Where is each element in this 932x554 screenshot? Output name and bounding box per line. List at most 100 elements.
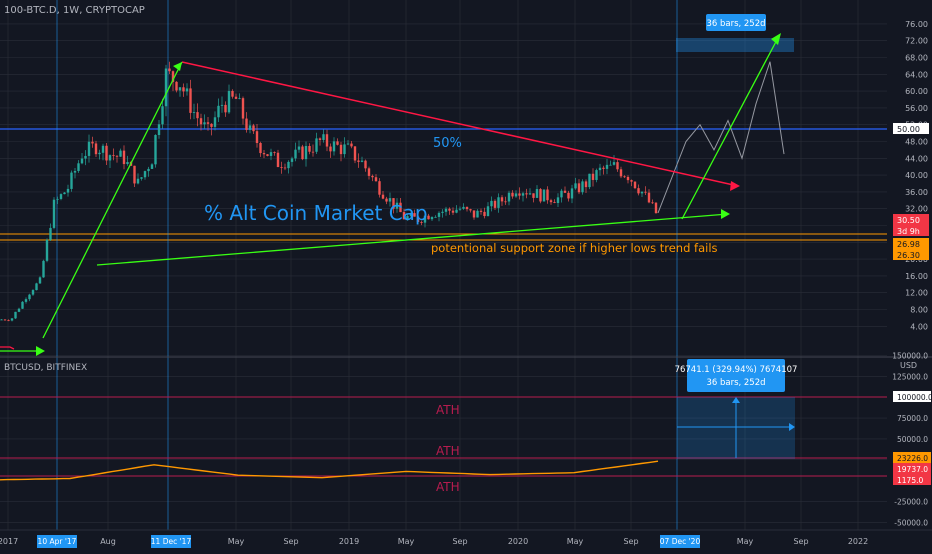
candle-body bbox=[437, 212, 441, 217]
candle-body bbox=[325, 134, 329, 147]
measure-label-bottom-bg[interactable] bbox=[687, 359, 785, 392]
candle-body bbox=[420, 222, 423, 223]
candle-body bbox=[175, 81, 178, 91]
candle-body bbox=[542, 189, 546, 202]
candle-body bbox=[10, 318, 14, 321]
candle-body bbox=[479, 210, 483, 212]
arrowhead-resistance bbox=[730, 181, 740, 191]
candle-body bbox=[203, 122, 206, 125]
price-tick-top: 36.00 bbox=[905, 188, 928, 197]
candle-body bbox=[416, 216, 420, 223]
price-tick-top: 48.00 bbox=[905, 138, 928, 147]
candle-body bbox=[220, 104, 224, 106]
time-highlight-bg bbox=[151, 535, 191, 548]
green-arrow-line-1 bbox=[42, 61, 183, 339]
price-tag-bottom-bg bbox=[893, 452, 931, 463]
candle-body bbox=[581, 181, 584, 193]
candle-body bbox=[49, 227, 52, 240]
candle-body bbox=[511, 192, 514, 197]
candle-body bbox=[588, 173, 591, 188]
candle-body bbox=[84, 155, 87, 159]
candle-body bbox=[633, 181, 637, 189]
price-tag-top-bg bbox=[893, 214, 929, 225]
candle-body bbox=[3, 319, 7, 321]
time-label: Sep bbox=[283, 537, 298, 546]
price-tag-bottom-bg bbox=[893, 463, 931, 474]
candle-body bbox=[357, 160, 360, 162]
candle-body bbox=[101, 145, 105, 153]
candle-body bbox=[647, 192, 651, 203]
candle-body bbox=[280, 166, 283, 168]
candle-body bbox=[409, 213, 413, 217]
candle-body bbox=[465, 206, 469, 210]
candle-body bbox=[80, 158, 84, 164]
candle-body bbox=[126, 162, 129, 165]
price-tag-top: 50.00 bbox=[893, 123, 929, 134]
support-zone-label: potentional support zone if higher lows … bbox=[431, 241, 718, 255]
candle-body bbox=[602, 167, 605, 169]
candle-body bbox=[241, 98, 245, 119]
time-label: May bbox=[567, 537, 584, 546]
time-label: Sep bbox=[623, 537, 638, 546]
candle-body bbox=[654, 202, 658, 214]
candle-body bbox=[161, 106, 164, 125]
candle-body bbox=[392, 198, 395, 209]
price-tick-bottom: 150000.0 bbox=[892, 352, 928, 361]
candle-body bbox=[206, 122, 210, 124]
candle-body bbox=[147, 168, 150, 172]
candle-body bbox=[112, 155, 115, 156]
candle-body bbox=[273, 152, 276, 153]
candle-body bbox=[644, 191, 647, 193]
time-label: 2020 bbox=[508, 537, 528, 546]
candle-body bbox=[154, 135, 157, 165]
candle-body bbox=[252, 125, 255, 132]
candle-body bbox=[45, 239, 49, 261]
candle-body bbox=[353, 146, 357, 161]
candle-body bbox=[213, 117, 217, 127]
candle-body bbox=[616, 162, 619, 170]
price-axis-top[interactable]: 76.0072.0068.0064.0060.0056.0052.0048.00… bbox=[893, 20, 929, 331]
candle-body bbox=[402, 212, 406, 220]
candle-body bbox=[598, 167, 602, 171]
price-tick-bottom: 75000.0 bbox=[897, 414, 928, 423]
candle-body bbox=[637, 188, 640, 194]
candle-body bbox=[136, 178, 140, 184]
candle-body bbox=[630, 180, 633, 182]
candle-body bbox=[427, 215, 430, 220]
measure-label-top-bg[interactable] bbox=[706, 14, 766, 31]
candle-body bbox=[521, 193, 525, 196]
candle-body bbox=[504, 201, 507, 203]
candle-body bbox=[266, 154, 269, 156]
red-resistance-line bbox=[181, 61, 739, 187]
time-highlight-text: 11 Dec '17 bbox=[151, 537, 192, 546]
candle-body bbox=[21, 301, 24, 309]
candle-body bbox=[493, 200, 497, 208]
green-support-line bbox=[96, 213, 729, 266]
time-label: 2022 bbox=[848, 537, 868, 546]
price-tag-top-bg bbox=[893, 123, 929, 134]
candle-body bbox=[448, 208, 451, 211]
price-tag-top-bg bbox=[893, 238, 929, 249]
currency-label: USD bbox=[900, 361, 917, 370]
candle-body bbox=[164, 68, 168, 107]
candle-body bbox=[399, 202, 402, 213]
fifty-percent-label: 50% bbox=[433, 136, 462, 151]
time-label: 2017 bbox=[0, 537, 18, 546]
candle-body bbox=[311, 151, 315, 153]
arrowhead-support bbox=[721, 209, 730, 219]
measure-box-top bbox=[676, 38, 794, 52]
grid-lines bbox=[0, 0, 887, 530]
candle-body bbox=[294, 149, 297, 159]
time-axis[interactable]: 2017 Aug May Sep 2019 May Sep 2020 May Sep May Sep 2… bbox=[0, 535, 868, 548]
price-tick-top: 76.00 bbox=[905, 20, 928, 29]
candlestick-series bbox=[0, 61, 658, 322]
price-axis-bottom[interactable]: 150000.0125000.0100000.075000.050000.025… bbox=[892, 352, 932, 528]
candle-body bbox=[259, 143, 262, 154]
candle-body bbox=[94, 143, 98, 155]
candle-body bbox=[430, 217, 434, 220]
candle-body bbox=[70, 172, 73, 189]
arrowhead-peak bbox=[173, 62, 182, 71]
candle-body bbox=[640, 191, 644, 194]
price-tag-top-text: 3d 9h bbox=[897, 227, 920, 236]
